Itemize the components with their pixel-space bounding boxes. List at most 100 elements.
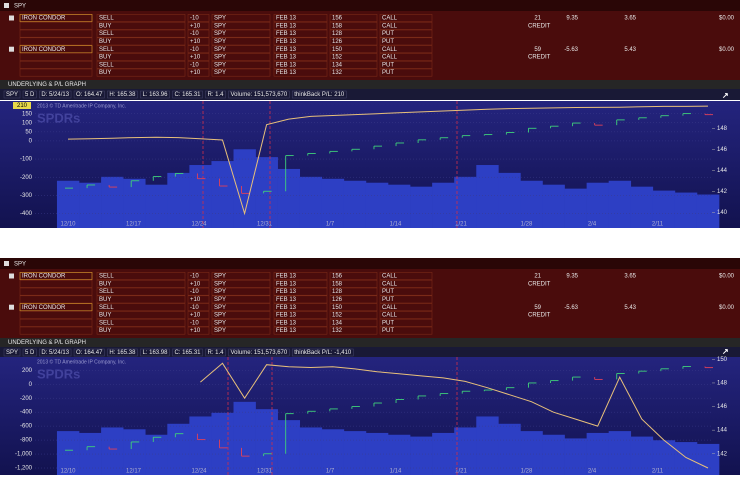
- price-tick-label: 142: [717, 451, 728, 457]
- cell: [273, 37, 328, 46]
- x-tick-label: 1/14: [390, 469, 402, 475]
- order-symbol: SPY: [214, 297, 226, 303]
- cell: [211, 287, 271, 296]
- cell: [187, 287, 210, 296]
- x-tick-label: 12/24: [191, 222, 207, 228]
- pl-tick-label: -200: [20, 175, 33, 181]
- cell: [187, 295, 210, 304]
- order-exp: FEB 13: [276, 274, 297, 280]
- order-qty: +10: [190, 39, 201, 45]
- row-checkbox[interactable]: [9, 304, 14, 310]
- cell: [379, 21, 433, 30]
- order-qty: -10: [190, 320, 199, 326]
- x-tick-label: 1/7: [326, 469, 335, 475]
- x-tick-label: 1/7: [326, 222, 335, 228]
- volume-bar: [123, 178, 146, 228]
- toolbar-item: R: 1.4: [208, 350, 225, 356]
- row-checkbox[interactable]: [9, 46, 14, 52]
- volume-bar: [630, 436, 654, 475]
- order-strike: 150: [332, 47, 343, 53]
- cell: [211, 53, 271, 61]
- order-qty: -10: [190, 47, 199, 53]
- order-side: SELL: [99, 47, 114, 53]
- volume-bar: [520, 431, 543, 475]
- order-strike: 158: [332, 23, 343, 29]
- order-strike: 156: [332, 16, 343, 22]
- price-tick-label: 144: [717, 428, 728, 434]
- cell: [211, 326, 271, 335]
- order-qty: -10: [190, 289, 199, 295]
- toolbar-box: [140, 90, 170, 99]
- strategy-box: [19, 45, 93, 54]
- panel-symbol: SPY: [14, 262, 26, 268]
- cell: [187, 303, 210, 312]
- price-tick-label: 144: [717, 168, 728, 174]
- cell: [96, 14, 186, 22]
- cell: [96, 29, 186, 38]
- cell: [273, 68, 328, 77]
- x-tick-label: 2/4: [588, 469, 597, 475]
- price-tick-label: 146: [717, 147, 728, 153]
- volume-bar: [586, 182, 609, 228]
- order-qty: +10: [190, 281, 201, 287]
- cell: [379, 303, 433, 312]
- volume-bar: [56, 431, 80, 475]
- pl-tick-label: -300: [20, 193, 33, 199]
- volume-bar: [167, 172, 190, 228]
- chart-icon: ↗: [722, 91, 729, 100]
- x-tick-label: 12/17: [126, 222, 142, 228]
- cell: [273, 53, 328, 61]
- order-spread: 3.65: [624, 16, 636, 22]
- order-exp: FEB 13: [276, 62, 297, 68]
- pl-tick-label: 50: [25, 129, 32, 135]
- strategy-box: [19, 303, 93, 312]
- order-side: BUY: [99, 39, 111, 45]
- cell: [187, 45, 210, 54]
- order-mid: 9.35: [566, 16, 578, 22]
- row-checkbox[interactable]: [9, 15, 14, 21]
- panel-header: [0, 0, 740, 11]
- order-mid: 9.35: [566, 274, 578, 280]
- cell: [211, 311, 271, 319]
- order-side: SELL: [99, 16, 114, 22]
- cell: [379, 37, 433, 46]
- row-checkbox[interactable]: [9, 273, 14, 279]
- volume-bar: [233, 149, 256, 228]
- volume-bar: [498, 172, 521, 228]
- cell: [187, 318, 210, 327]
- order-side: BUY: [99, 297, 111, 303]
- cell: [329, 60, 378, 69]
- cell: [187, 68, 210, 77]
- price-tick-label: 150: [717, 357, 728, 363]
- order-type: CALL: [382, 55, 398, 61]
- price-tick-label: 148: [717, 126, 728, 132]
- order-qty: +10: [190, 328, 201, 334]
- pl-tick-label: 0: [29, 138, 33, 144]
- order-symbol: SPY: [214, 16, 226, 22]
- volume-bar: [299, 176, 323, 228]
- volume-bar: [454, 176, 477, 228]
- cell: [379, 318, 433, 327]
- cell: [379, 68, 433, 77]
- cell: [96, 279, 186, 288]
- toolbar-box: [291, 348, 354, 357]
- order-symbol: SPY: [214, 23, 226, 29]
- toolbar-item: thinkBack P/L: -1,410: [294, 350, 352, 356]
- order-qty: +10: [190, 297, 201, 303]
- order-strike: 150: [332, 305, 343, 311]
- order-spread: 5.43: [624, 47, 636, 53]
- cell: [379, 60, 433, 69]
- cell: [329, 326, 378, 335]
- cell: [273, 45, 328, 54]
- order-exp: FEB 13: [276, 23, 297, 29]
- volume-bar: [255, 157, 278, 228]
- volume-bar: [564, 188, 587, 228]
- cell: [211, 14, 271, 22]
- order-exp: FEB 13: [276, 16, 297, 22]
- cell: [211, 45, 271, 54]
- order-strike: 134: [332, 320, 343, 326]
- order-exp: FEB 13: [276, 320, 297, 326]
- order-exp: FEB 13: [276, 39, 297, 45]
- cell: [379, 45, 433, 54]
- cell: [379, 326, 433, 335]
